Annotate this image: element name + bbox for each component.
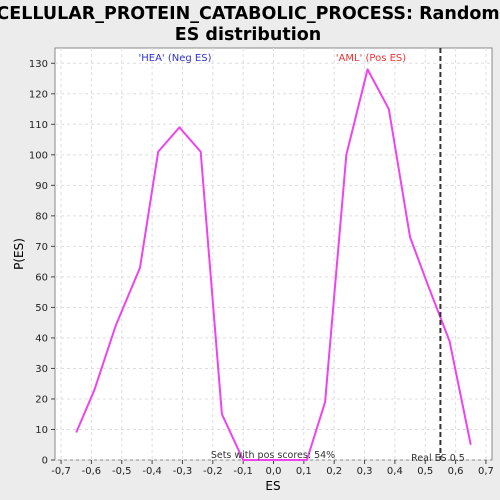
pos-es-label: 'AML' (Pos ES) [336, 53, 406, 64]
x-tick-label: 0,0 [266, 466, 282, 477]
y-tick-label: 60 [35, 272, 48, 283]
chart-title-line1: CELLULAR_PROTEIN_CATABOLIC_PROCESS: Rand… [0, 4, 500, 24]
x-tick-label: -0,1 [233, 466, 253, 477]
y-tick-label: 20 [35, 394, 48, 405]
y-tick-label: 120 [29, 89, 48, 100]
x-tick-label: 0,6 [448, 466, 464, 477]
y-tick-label: 110 [29, 120, 48, 131]
x-tick-label: -0,4 [142, 466, 162, 477]
y-tick-label: 80 [35, 211, 48, 222]
y-tick-label: 50 [35, 303, 48, 314]
x-tick-label: 0,5 [417, 466, 433, 477]
x-tick-label: 0,4 [387, 466, 403, 477]
x-tick-label: 0,1 [296, 466, 312, 477]
x-tick-label: 0,3 [357, 466, 373, 477]
y-tick-label: 90 [35, 181, 48, 192]
es-distribution-line [75, 68, 472, 461]
x-tick-label: -0,6 [82, 466, 102, 477]
y-tick-label: 40 [35, 333, 48, 344]
x-tick-label: -0,3 [173, 466, 193, 477]
pos-scores-label: Sets with pos scores: 54% [211, 450, 335, 461]
y-axis-label: P(ES) [12, 238, 26, 270]
neg-es-label: 'HEA' (Neg ES) [139, 53, 212, 64]
y-tick-label: 10 [35, 425, 48, 436]
x-tick-label: -0,7 [51, 466, 71, 477]
y-tick-label: 100 [29, 150, 48, 161]
series-layer [75, 68, 472, 461]
x-tick-label: 0,7 [478, 466, 494, 477]
y-tick-label: 30 [35, 364, 48, 375]
x-tick-label: -0,2 [203, 466, 223, 477]
y-tick-label: 130 [29, 59, 48, 70]
x-tick-label: 0,2 [326, 466, 342, 477]
real-es-label: Real ES 0.5 [411, 453, 465, 464]
x-tick-label: -0,5 [112, 466, 132, 477]
grid [55, 48, 492, 461]
axis-ticks: -0,7 -0,6 -0,5 -0,4 -0,3 -0,2 -0,1 0,0 0,1 0,2 0,3… [29, 59, 494, 477]
chart-title-line2: ES distribution [175, 25, 321, 45]
x-axis-label: ES [265, 479, 280, 493]
y-tick-label: 0 [42, 456, 48, 467]
y-tick-label: 70 [35, 242, 48, 253]
